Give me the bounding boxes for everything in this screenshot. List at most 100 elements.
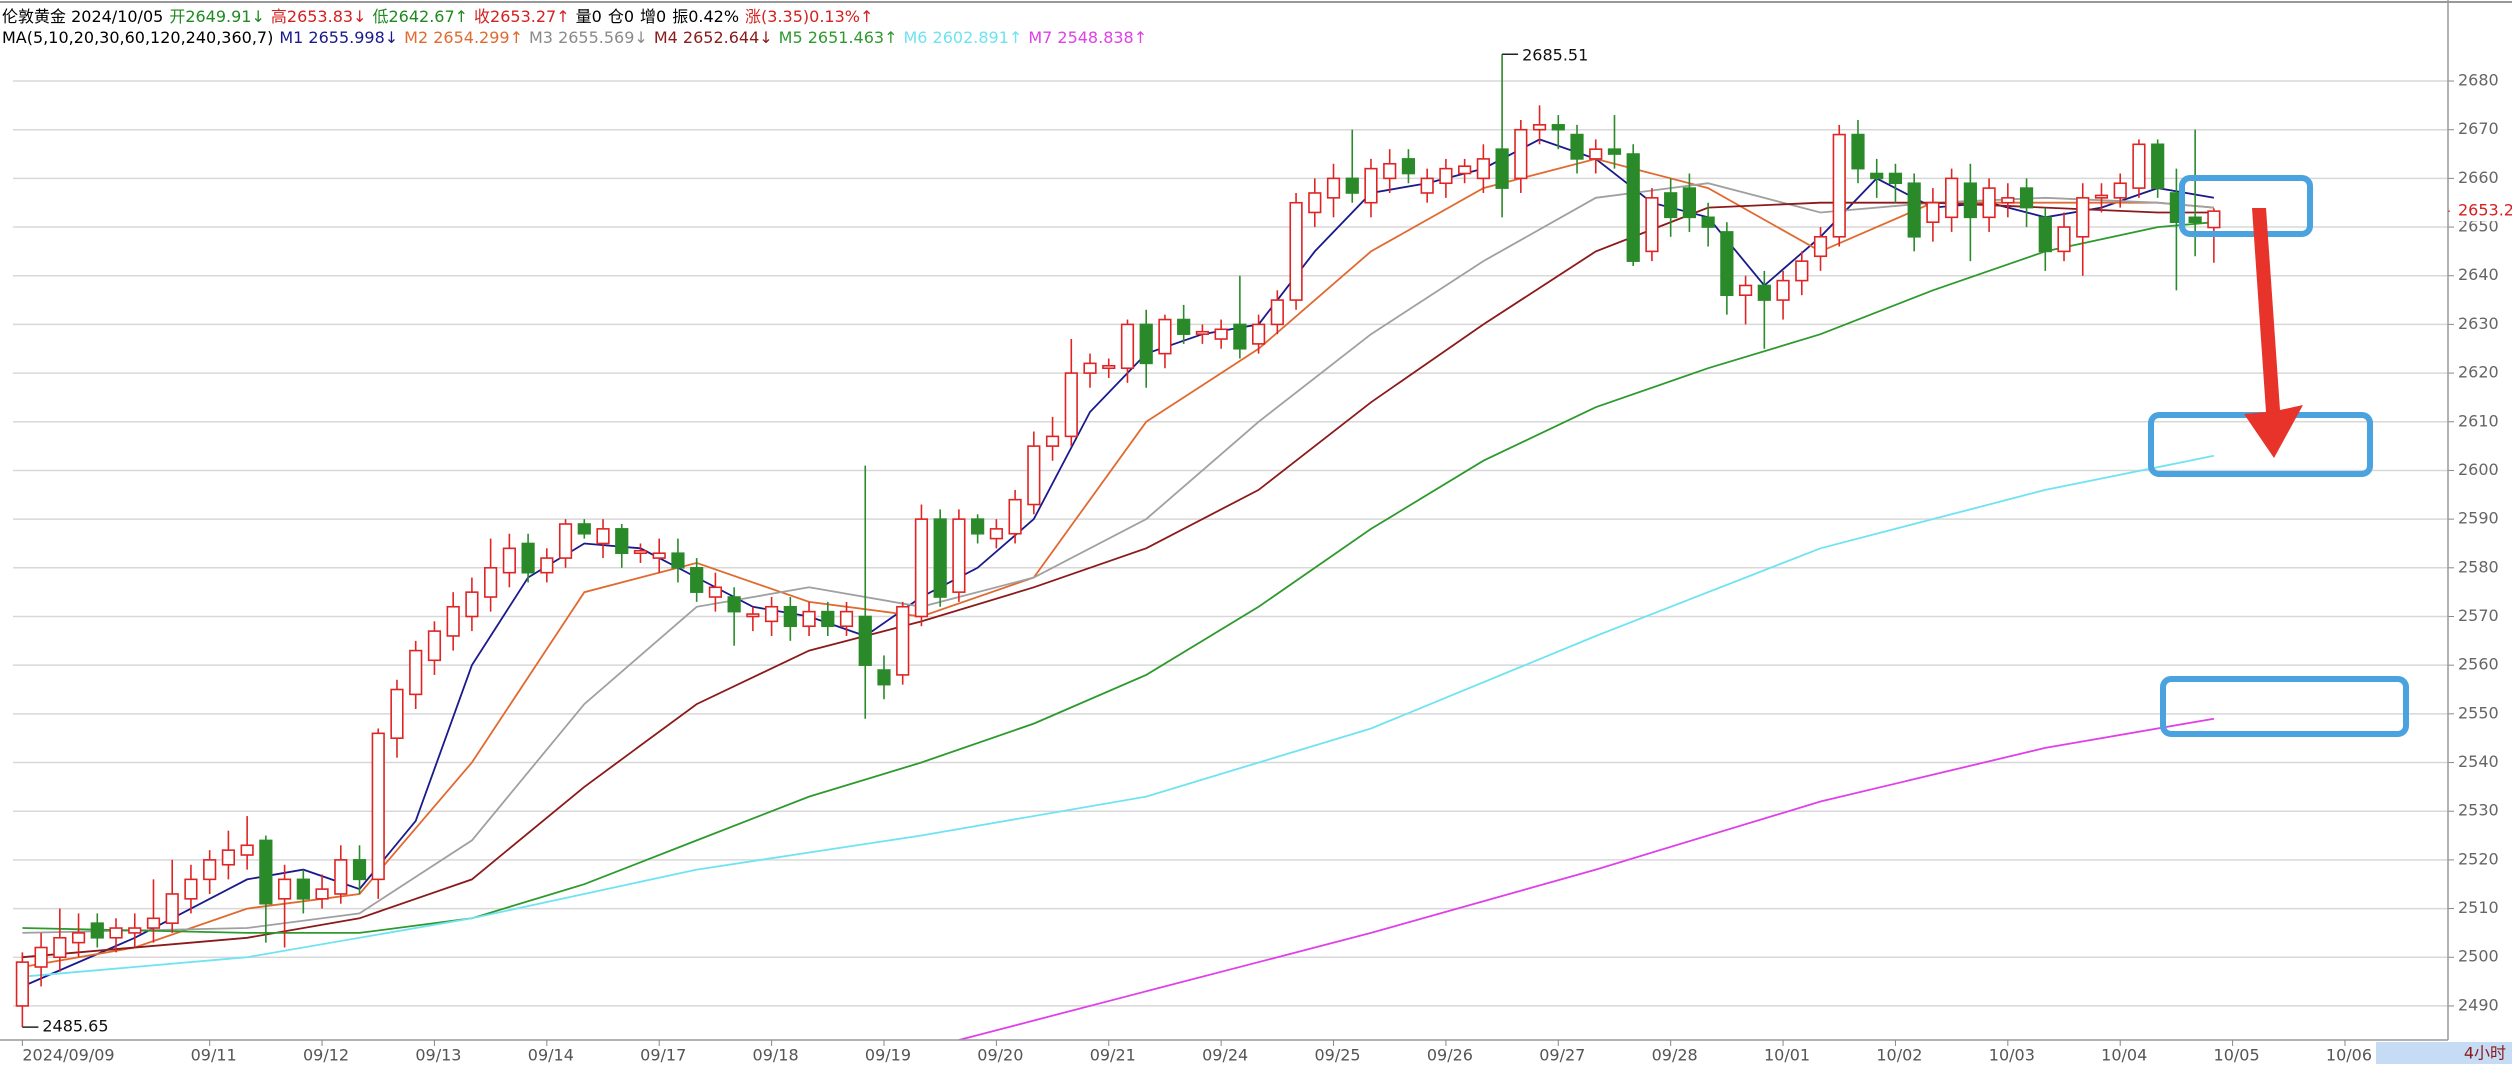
y-tick-label: 2510: [2458, 898, 2499, 917]
header-item: M5 2651.463↑: [778, 28, 898, 47]
candle-body: [203, 859, 217, 881]
candle-body: [1738, 284, 1753, 297]
y-tick-label: 2650: [2458, 217, 2499, 236]
candle-body: [1120, 323, 1135, 370]
candle-body: [184, 878, 198, 900]
x-tick-label: 09/12: [303, 1046, 349, 1065]
candle-body: [671, 552, 685, 569]
header: 伦敦黄金 2024/10/05 开2649.91↓ 高2653.83↓ 低2642.6…: [2, 6, 1153, 48]
header-item: 涨(3.35)0.13%↑: [745, 7, 874, 26]
candle-body: [1532, 124, 1547, 131]
candle-body: [1645, 197, 1659, 253]
candle-body: [577, 523, 591, 535]
candle-body: [165, 893, 179, 924]
candle-body: [1289, 201, 1303, 301]
candle-body: [427, 630, 442, 662]
candle-body: [596, 528, 610, 545]
candle-body: [1383, 162, 1397, 180]
candle-body: [802, 610, 816, 628]
candle-body: [1813, 235, 1828, 258]
candle-body: [2151, 143, 2165, 189]
candle-body: [2094, 194, 2109, 199]
candle-body: [465, 591, 479, 618]
candle-body: [1064, 372, 1078, 438]
header-item: M4 2652.644↓: [653, 28, 773, 47]
candle-body: [446, 605, 460, 637]
header-item: 低2642.67↑: [372, 7, 469, 26]
candle-body: [1551, 124, 1565, 131]
header-item: M1 2655.998↓: [279, 28, 399, 47]
candle-body: [1870, 172, 1884, 180]
header-item: 量0: [575, 7, 602, 26]
candle-body: [1102, 364, 1116, 370]
candle-body: [821, 610, 835, 628]
header-item: 振0.42%: [672, 7, 740, 26]
candle-body: [34, 946, 48, 968]
candle-body: [71, 932, 86, 944]
candle-body: [952, 518, 966, 593]
candle-body: [1233, 323, 1247, 350]
x-tick-label: 10/04: [2101, 1046, 2147, 1065]
candle-body: [277, 878, 292, 900]
ma-line: [22, 157, 2214, 968]
x-tick-label: 09/19: [865, 1046, 911, 1065]
header-item: 伦敦黄金 2024/10/05: [2, 7, 164, 26]
candle-body: [858, 615, 872, 666]
header-item: 开2649.91↓: [169, 7, 265, 26]
candle-body: [390, 688, 404, 739]
header-item: M6 2602.891↑: [903, 28, 1023, 47]
header-item: M2 2654.299↑: [404, 28, 523, 47]
arrow: [2244, 208, 2303, 458]
candle-body: [1888, 172, 1903, 185]
candle-body: [1626, 153, 1640, 262]
header-item: M7 2548.838↑: [1028, 28, 1148, 47]
candle-body: [764, 605, 779, 623]
candle-body: [1982, 187, 1996, 219]
candle-body: [1795, 260, 1809, 282]
ma-line: [958, 717, 2215, 1040]
candle-body: [1045, 435, 1060, 447]
candle-body: [839, 610, 854, 628]
candle-body: [240, 844, 254, 856]
candle-body: [633, 549, 648, 555]
candle-body: [1682, 187, 1697, 219]
candle-body: [1345, 177, 1359, 194]
candle-body: [1963, 182, 1977, 219]
y-tick-label: 2550: [2458, 703, 2499, 722]
candle-body: [128, 927, 142, 934]
y-tick-label: 2570: [2458, 606, 2499, 625]
x-tick-label: 09/13: [415, 1046, 461, 1065]
x-tick-label: 09/27: [1539, 1046, 1585, 1065]
candle-body: [1364, 167, 1378, 204]
candle-body: [1008, 498, 1022, 535]
candle-body: [1251, 323, 1266, 345]
candle-body: [1832, 133, 1846, 238]
candle-body: [2113, 182, 2127, 199]
candle-body: [783, 605, 797, 628]
candle-body: [877, 669, 891, 686]
y-tick-label: 2540: [2458, 752, 2499, 771]
header-row: MA(5,10,20,30,60,120,240,360,7) M1 2655.9…: [2, 27, 1153, 48]
candle-body: [109, 927, 123, 939]
header-item: 收2653.27↑: [474, 7, 570, 26]
candle-body: [1439, 167, 1453, 185]
candle-body: [1083, 362, 1097, 374]
candle-body: [1158, 318, 1172, 355]
candle-body: [708, 586, 723, 598]
header-item: MA(5,10,20,30,60,120,240,360,7): [2, 28, 274, 47]
y-tick-label: 2600: [2458, 460, 2499, 479]
candle-body: [502, 547, 516, 574]
ma-line: [22, 454, 2215, 978]
candle-body: [690, 567, 704, 593]
candle-body: [352, 859, 367, 881]
header-item: 高2653.83↓: [270, 7, 367, 26]
y-tick-label: 2640: [2458, 265, 2499, 284]
candle-body: [1570, 133, 1584, 160]
x-tick-label: 10/02: [1876, 1046, 1922, 1065]
header-row: 伦敦黄金 2024/10/05 开2649.91↓ 高2653.83↓ 低2642.6…: [2, 6, 1153, 27]
candle-body: [1308, 192, 1322, 214]
candle-body: [1701, 216, 1715, 228]
candle-body: [1664, 192, 1678, 219]
annotation-label: 2485.65: [42, 1017, 108, 1036]
candle-body: [315, 888, 329, 900]
